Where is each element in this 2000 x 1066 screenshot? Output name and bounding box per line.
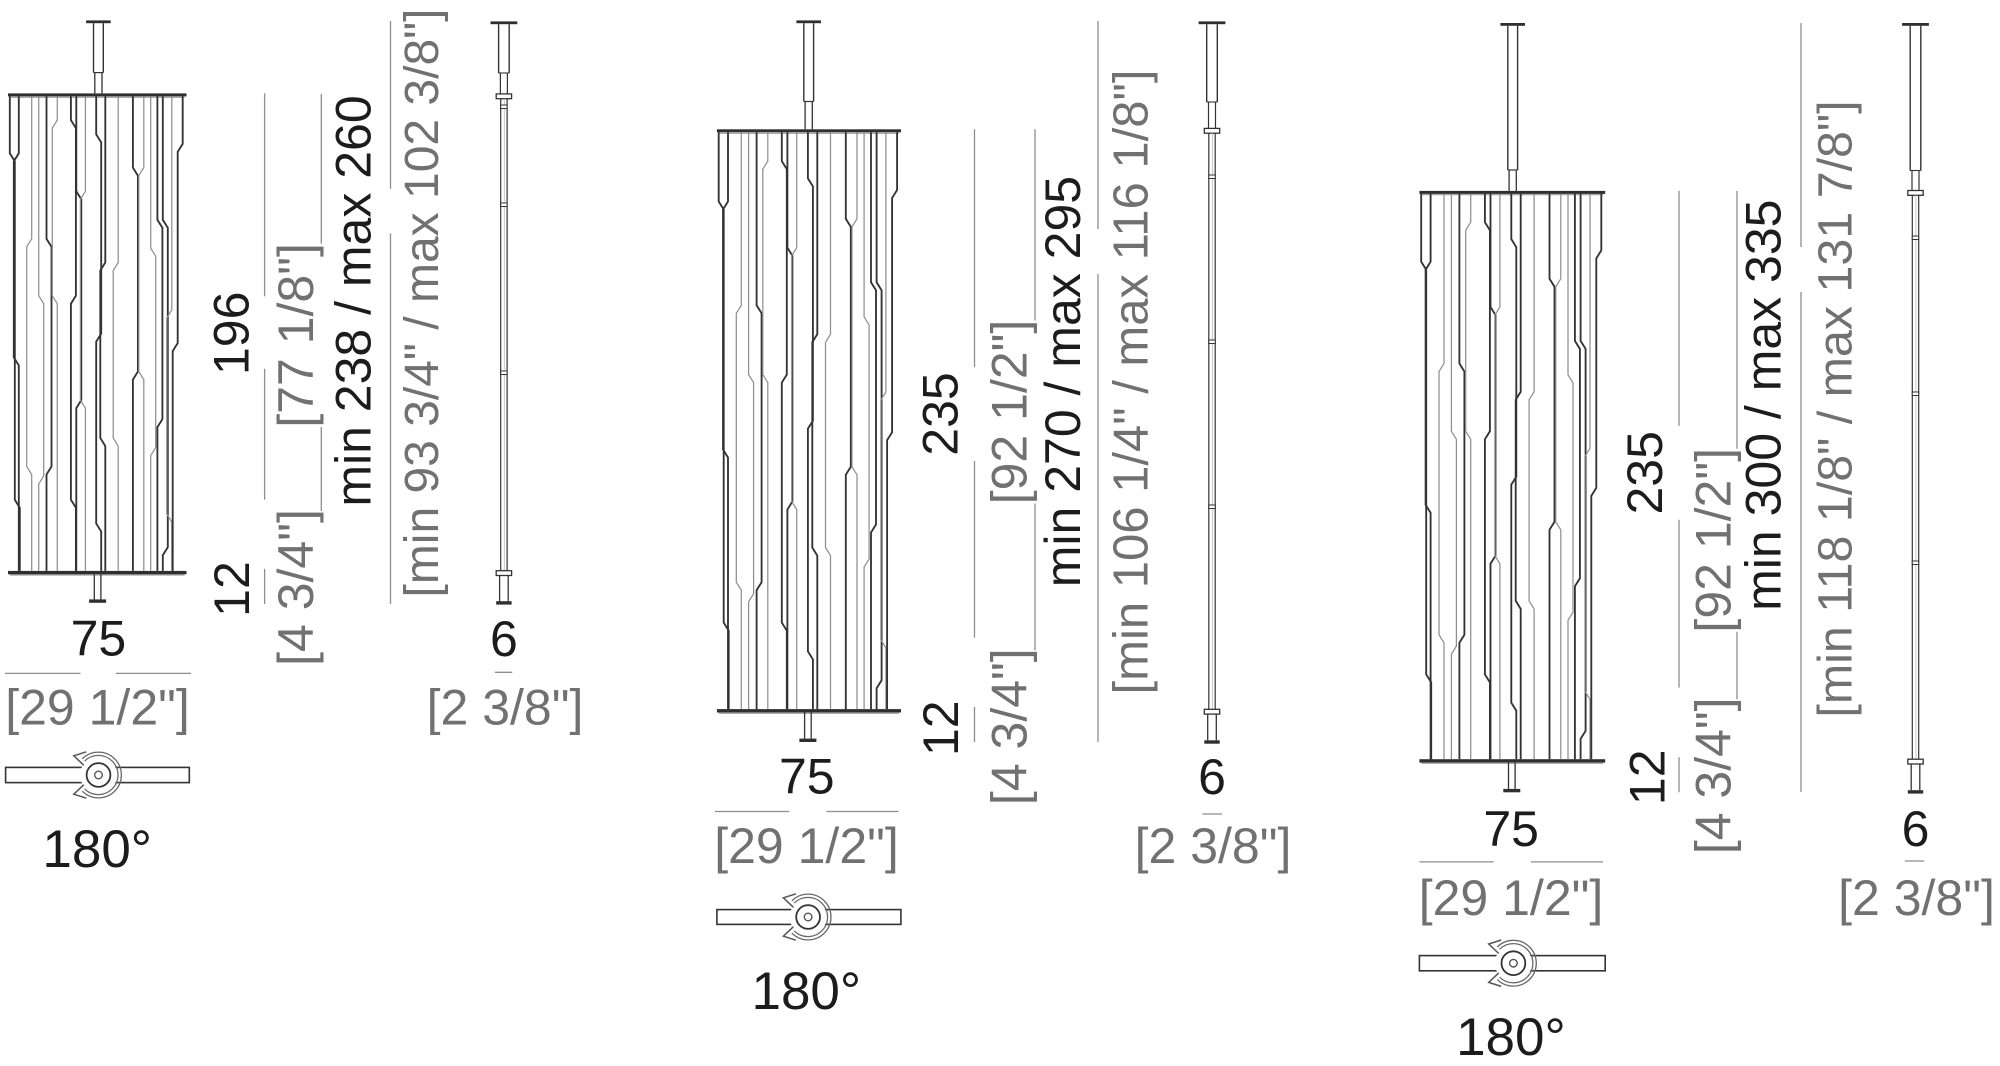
- svg-text:[4 3/4"]: [4 3/4"]: [1686, 697, 1742, 854]
- svg-text:6: 6: [1198, 749, 1226, 805]
- svg-text:min 238 / max 260: min 238 / max 260: [326, 95, 382, 506]
- svg-text:[29 1/2"]: [29 1/2"]: [1419, 870, 1604, 926]
- svg-text:235: 235: [912, 372, 968, 455]
- svg-text:[29 1/2"]: [29 1/2"]: [714, 818, 899, 874]
- svg-text:[92 1/2"]: [92 1/2"]: [982, 320, 1038, 505]
- svg-text:75: 75: [1483, 801, 1539, 857]
- svg-text:min 270 / max 295: min 270 / max 295: [1035, 176, 1091, 587]
- svg-text:[92 1/2"]: [92 1/2"]: [1686, 448, 1742, 633]
- svg-text:[min 118 1/8" / max 131 7/8"]: [min 118 1/8" / max 131 7/8"]: [1808, 100, 1862, 717]
- svg-text:[2 3/8"]: [2 3/8"]: [1838, 870, 1995, 926]
- svg-text:[77 1/8"]: [77 1/8"]: [268, 243, 324, 428]
- svg-text:180°: 180°: [1456, 1008, 1566, 1066]
- svg-text:6: 6: [490, 611, 518, 667]
- svg-text:12: 12: [913, 700, 969, 756]
- svg-text:180°: 180°: [751, 962, 861, 1021]
- svg-text:[2 3/8"]: [2 3/8"]: [1135, 818, 1292, 874]
- svg-text:196: 196: [203, 292, 259, 375]
- svg-text:6: 6: [1902, 801, 1930, 857]
- svg-text:12: 12: [1620, 749, 1676, 805]
- svg-text:min 300 / max 335: min 300 / max 335: [1736, 200, 1792, 611]
- svg-text:[4 3/4"]: [4 3/4"]: [982, 648, 1038, 805]
- svg-text:75: 75: [779, 749, 835, 805]
- svg-text:75: 75: [71, 611, 127, 667]
- svg-text:[4 3/4"]: [4 3/4"]: [268, 509, 324, 666]
- svg-text:12: 12: [204, 561, 260, 617]
- svg-text:[29 1/2"]: [29 1/2"]: [5, 680, 190, 736]
- svg-text:[2 3/8"]: [2 3/8"]: [427, 680, 584, 736]
- svg-text:180°: 180°: [42, 820, 152, 879]
- svg-text:[min 93 3/4" / max 102 3/8"]: [min 93 3/4" / max 102 3/8"]: [396, 8, 449, 597]
- svg-text:235: 235: [1617, 431, 1673, 514]
- svg-text:[min 106 1/4" / max 116 1/8"]: [min 106 1/4" / max 116 1/8"]: [1105, 70, 1159, 695]
